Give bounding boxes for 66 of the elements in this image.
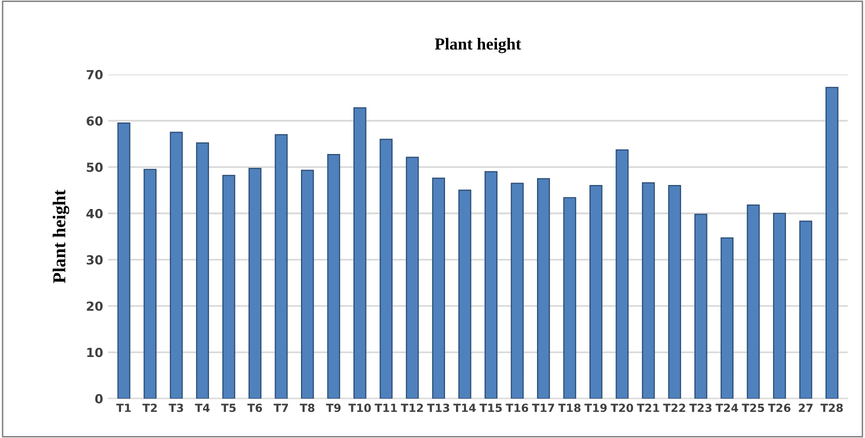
x-tick-label: T25 — [742, 404, 764, 412]
bar — [799, 220, 812, 399]
y-tick-label: 20 — [86, 301, 103, 311]
x-tick-label: T7 — [274, 404, 288, 412]
x-tick-label: T23 — [689, 404, 712, 412]
x-tick-label: T3 — [168, 404, 184, 412]
bar — [432, 178, 446, 399]
x-tick-label: T10 — [348, 404, 371, 412]
bar — [117, 122, 130, 399]
bar — [773, 212, 786, 399]
x-tick-label: T11 — [374, 404, 397, 412]
bar — [144, 168, 157, 399]
x-tick-label: T13 — [427, 404, 450, 412]
bar — [458, 190, 472, 399]
bar — [746, 204, 760, 399]
y-tick-label: 10 — [87, 348, 103, 358]
x-tick-label: T8 — [300, 404, 314, 412]
x-tick-label: T6 — [247, 404, 262, 412]
x-tick-label: T14 — [453, 404, 476, 412]
bar — [196, 142, 209, 399]
bar — [563, 197, 576, 399]
bar — [406, 156, 419, 399]
bar — [222, 174, 236, 399]
y-tick-label: 70 — [86, 70, 103, 80]
x-tick-label: T5 — [221, 404, 236, 412]
x-tick-label: 27 — [798, 404, 813, 412]
bar — [327, 154, 340, 399]
x-tick-label: T16 — [506, 404, 528, 412]
bar — [300, 170, 314, 399]
x-tick-label: T24 — [716, 404, 738, 412]
y-tick-label: 30 — [86, 255, 103, 265]
x-tick-label: T26 — [768, 404, 790, 412]
bar — [170, 132, 183, 399]
x-tick-label: T15 — [480, 404, 502, 412]
bar — [642, 182, 655, 399]
x-tick-label: T12 — [400, 404, 423, 412]
bar — [353, 107, 366, 399]
bar — [668, 185, 682, 399]
x-tick-label: T22 — [663, 404, 686, 412]
bar — [248, 168, 262, 399]
bar — [484, 171, 498, 399]
y-tick-label: 40 — [86, 208, 103, 218]
bar — [720, 237, 734, 399]
x-tick-label: T9 — [326, 404, 341, 412]
bar — [510, 182, 524, 399]
bar — [694, 214, 708, 399]
bar — [589, 185, 602, 399]
bar — [537, 178, 550, 399]
y-tick-label: 0 — [95, 394, 103, 404]
bar — [616, 149, 629, 399]
y-tick-label: 60 — [86, 116, 103, 126]
x-tick-label: T4 — [194, 404, 210, 412]
bar — [826, 86, 838, 399]
x-tick-label: T28 — [820, 404, 843, 412]
x-tick-label: T17 — [532, 404, 554, 412]
chart-title: Plant height — [434, 38, 522, 54]
x-tick-label: T21 — [636, 404, 660, 412]
x-tick-label: T2 — [142, 404, 157, 412]
x-tick-label: T18 — [558, 404, 581, 412]
y-tick-label: 50 — [86, 162, 103, 172]
x-tick-label: T19 — [584, 404, 607, 412]
x-tick-label: T20 — [610, 404, 634, 412]
x-tick-label: T1 — [116, 404, 131, 412]
bar — [274, 134, 288, 399]
bar — [380, 138, 393, 399]
y-axis-title: Plant height — [52, 190, 70, 284]
